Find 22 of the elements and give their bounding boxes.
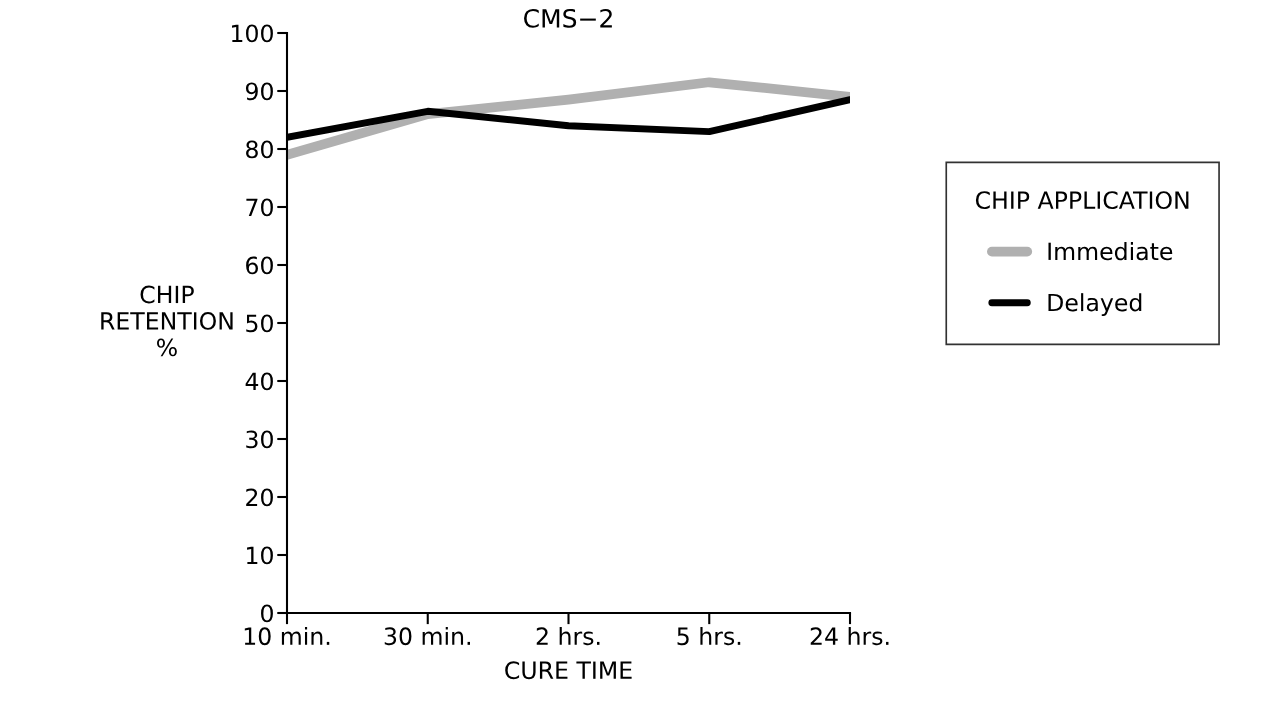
y-tick-label: 40 xyxy=(245,372,273,391)
y-axis-title: CHIP RETENTION % xyxy=(101,285,233,357)
y-tick-label: 10 xyxy=(247,546,273,565)
x-tick-label: 24 hrs. xyxy=(810,626,889,646)
legend-label: Delayed xyxy=(1048,293,1142,317)
x-tick-label: 5 hrs. xyxy=(677,626,741,646)
legend-title: CHIP APPLICATION xyxy=(975,191,1189,210)
y-tick-label: 100 xyxy=(232,24,273,43)
y-tick-label: 0 xyxy=(261,604,273,623)
x-tick-label: 10 min. xyxy=(244,626,330,646)
y-tick-label: 70 xyxy=(246,198,273,217)
chart-title: CMS−2 xyxy=(524,8,612,28)
legend-label: Immediate xyxy=(1048,241,1173,261)
y-tick-label: 80 xyxy=(246,140,273,159)
y-tick-label: 30 xyxy=(246,430,273,449)
y-tick-label: 90 xyxy=(245,82,273,101)
x-tick-label: 30 min. xyxy=(384,626,470,646)
x-tick-label: 2 hrs. xyxy=(536,626,600,646)
y-tick-label: 60 xyxy=(246,256,273,275)
y-tick-label: 50 xyxy=(246,314,273,333)
x-axis-title: CURE TIME xyxy=(505,661,632,680)
y-tick-label: 20 xyxy=(246,488,273,507)
